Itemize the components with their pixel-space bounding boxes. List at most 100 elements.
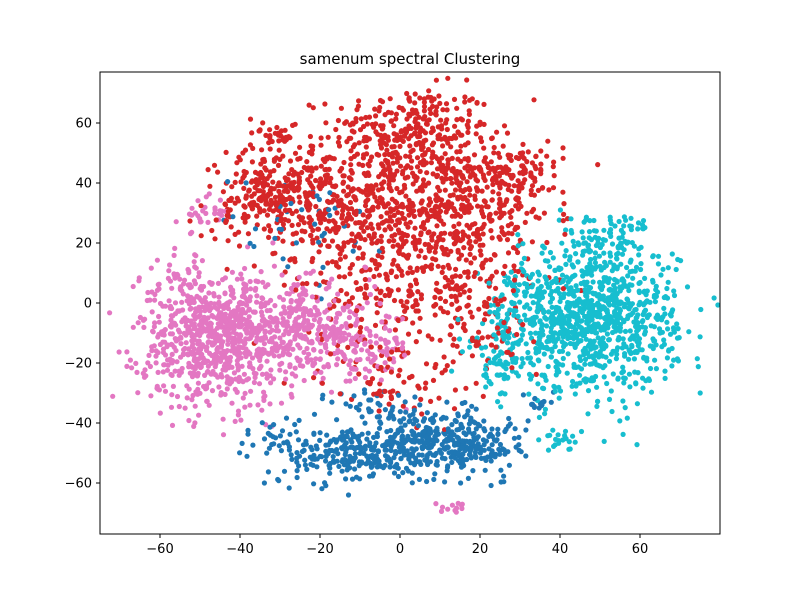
data-point-cluster-cyan xyxy=(582,361,588,367)
data-point-cluster-pink xyxy=(225,328,231,334)
data-point-cluster-red xyxy=(303,194,309,200)
data-point-cluster-red xyxy=(465,140,471,146)
data-point-cluster-blue xyxy=(289,456,295,462)
data-point-cluster-blue xyxy=(312,456,318,462)
data-point-cluster-blue xyxy=(409,480,415,486)
data-point-cluster-cyan xyxy=(594,384,600,390)
data-point-cluster-cyan xyxy=(535,357,541,363)
data-point-cluster-pink xyxy=(366,277,372,283)
data-point-cluster-red xyxy=(378,214,384,220)
data-point-cluster-cyan xyxy=(595,398,601,404)
data-point-cluster-red xyxy=(504,197,510,203)
data-point-cluster-red xyxy=(378,393,384,399)
data-point-cluster-red xyxy=(390,160,396,166)
data-point-cluster-red xyxy=(264,212,271,218)
data-point-cluster-red xyxy=(389,218,395,224)
data-point-cluster-blue xyxy=(302,457,308,463)
data-point-cluster-cyan xyxy=(607,214,613,220)
data-point-cluster-cyan xyxy=(546,334,552,340)
data-point-cluster-cyan xyxy=(557,207,564,213)
data-point-cluster-red xyxy=(413,298,419,304)
data-point-cluster-blue xyxy=(374,431,380,437)
data-point-cluster-cyan xyxy=(500,333,506,339)
data-point-cluster-pink xyxy=(284,290,290,297)
data-point-cluster-blue xyxy=(459,445,465,451)
data-point-cluster-red xyxy=(254,213,260,219)
data-point-cluster-red xyxy=(280,153,286,159)
data-point-cluster-red xyxy=(325,134,331,140)
data-point-cluster-red xyxy=(310,237,316,243)
data-point-cluster-pink xyxy=(172,300,179,306)
data-point-cluster-red xyxy=(457,292,463,298)
data-point-cluster-blue xyxy=(414,418,420,424)
data-point-cluster-pink xyxy=(208,305,214,311)
data-point-cluster-red xyxy=(489,197,495,203)
data-point-cluster-pink xyxy=(241,286,247,292)
data-point-cluster-cyan xyxy=(593,352,599,358)
data-point-cluster-blue xyxy=(303,438,309,444)
data-point-cluster-pink xyxy=(277,343,283,349)
data-point-cluster-pink xyxy=(168,371,174,378)
data-point-cluster-cyan xyxy=(525,349,531,356)
data-point-cluster-pink xyxy=(169,422,176,428)
data-point-cluster-red xyxy=(337,391,343,397)
data-point-cluster-red xyxy=(339,165,345,172)
data-point-cluster-red xyxy=(506,182,512,188)
data-point-cluster-red xyxy=(266,223,272,229)
data-point-cluster-red xyxy=(318,163,324,169)
data-point-cluster-red xyxy=(493,344,499,350)
data-point-cluster-pink xyxy=(290,346,296,352)
data-point-cluster-red xyxy=(469,314,475,320)
data-point-cluster-pink xyxy=(294,298,300,304)
data-point-cluster-red xyxy=(417,168,423,174)
data-point-cluster-pink xyxy=(189,331,195,337)
data-point-cluster-blue xyxy=(356,463,362,469)
data-point-cluster-pink xyxy=(240,395,246,401)
data-point-cluster-cyan xyxy=(659,344,665,350)
data-point-cluster-pink xyxy=(332,298,338,304)
data-point-cluster-red xyxy=(477,276,483,282)
data-point-cluster-cyan xyxy=(648,323,654,329)
data-point-cluster-cyan xyxy=(684,284,691,290)
data-point-cluster-red xyxy=(385,158,391,165)
data-point-cluster-red xyxy=(467,251,473,257)
data-point-cluster-red xyxy=(329,259,336,265)
data-point-cluster-red xyxy=(467,97,473,103)
data-point-cluster-pink xyxy=(275,328,282,334)
data-point-cluster-pink xyxy=(155,350,161,356)
data-point-cluster-pink xyxy=(382,325,388,331)
data-point-cluster-cyan xyxy=(627,328,633,334)
data-point-cluster-pink xyxy=(334,331,340,337)
data-point-cluster-cyan xyxy=(559,324,565,330)
data-point-cluster-pink xyxy=(135,320,141,326)
data-point-cluster-red xyxy=(358,325,364,331)
data-point-cluster-pink xyxy=(169,305,175,312)
data-point-cluster-red xyxy=(356,98,362,104)
data-point-cluster-pink xyxy=(322,309,328,315)
data-point-cluster-cyan xyxy=(563,305,570,311)
data-point-cluster-pink xyxy=(228,309,235,316)
data-point-cluster-red xyxy=(432,364,438,371)
data-point-cluster-cyan xyxy=(556,361,562,367)
data-point-cluster-blue xyxy=(402,422,408,428)
data-point-cluster-red xyxy=(449,279,455,285)
data-point-cluster-pink xyxy=(318,369,324,375)
data-point-cluster-red xyxy=(504,237,511,243)
data-point-cluster-red xyxy=(382,112,388,118)
data-point-cluster-blue xyxy=(286,485,292,491)
data-point-cluster-red xyxy=(318,142,324,148)
data-point-cluster-cyan xyxy=(517,299,523,305)
data-point-cluster-pink xyxy=(225,341,231,347)
data-point-cluster-pink xyxy=(314,308,320,314)
data-point-cluster-cyan xyxy=(553,358,559,364)
data-point-cluster-pink xyxy=(258,309,265,315)
data-point-cluster-pink xyxy=(145,360,151,366)
data-point-cluster-pink xyxy=(238,333,244,339)
data-point-cluster-cyan xyxy=(591,228,597,234)
data-point-cluster-red xyxy=(211,162,218,168)
data-point-cluster-red xyxy=(391,297,398,304)
data-point-cluster-red xyxy=(533,153,539,160)
data-point-cluster-pink xyxy=(191,370,197,376)
data-point-cluster-red xyxy=(513,224,519,230)
data-point-cluster-red xyxy=(354,151,360,157)
